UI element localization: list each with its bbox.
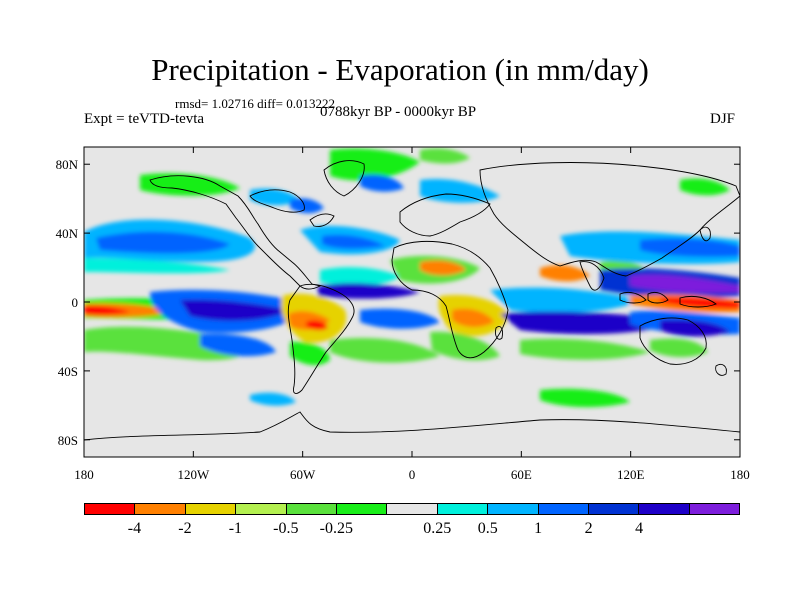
field-siberia [680, 178, 730, 196]
field-southern-ocean-green [540, 388, 630, 408]
coast-europe [399, 193, 491, 237]
field-north-pacific-inner [96, 231, 230, 254]
x-tick-label: 60W [290, 467, 316, 482]
field-nw-pacific-core [640, 238, 740, 257]
coast-africa [391, 240, 509, 359]
field-arctic-green [420, 148, 470, 164]
field-canada-wet [250, 188, 300, 206]
x-tick-label: 120W [177, 467, 210, 482]
colorbar-level-label: 2 [584, 520, 593, 537]
y-tick-label: 0 [72, 295, 79, 310]
coast-japan [699, 226, 711, 242]
experiment-label: Expt = teVTD-tevta [84, 111, 205, 127]
plot-title: Precipitation - Evaporation (in mm/day) [151, 52, 649, 87]
coast-south-america [287, 283, 355, 394]
colorbar-level-label: -2 [178, 520, 192, 537]
field-australia-south [650, 338, 708, 358]
field-atlantic-subtropics [320, 267, 400, 286]
colorbar-swatch [639, 504, 690, 514]
field-north-atlantic-core [322, 234, 385, 249]
field-south-pacific-core [180, 299, 290, 321]
colorbar-swatch [85, 504, 136, 514]
field-amazon-dry-peak [306, 320, 328, 331]
coast-antarctica [84, 411, 740, 441]
field-north-pacific-edge [84, 258, 230, 274]
coast-greenland [323, 160, 365, 197]
colorbar-swatch [185, 504, 237, 514]
colorbar [84, 503, 740, 515]
x-tick-label: 180 [730, 467, 750, 482]
colorbar-swatch [286, 504, 337, 514]
field-warm-pool-peak [630, 274, 740, 293]
x-tick-label: 0 [409, 467, 416, 482]
coast-north-america [149, 175, 322, 290]
field-south-america-south [290, 341, 330, 366]
field-indian-north [490, 287, 640, 313]
field-central-africa-core [452, 308, 494, 328]
field-iceland [360, 174, 404, 192]
coast-sumatra [619, 291, 647, 304]
y-tick-label: 40S [58, 364, 78, 379]
coast-eurasia [479, 162, 740, 277]
colorbar-swatch [488, 504, 539, 514]
colorbar-level-label: -0.5 [273, 520, 299, 537]
colorbar-level-label: 4 [635, 520, 644, 537]
coast-madagascar [495, 326, 503, 340]
y-tick-label: 40N [56, 226, 79, 241]
colorbar-swatch [588, 504, 640, 514]
colorbar-swatch [387, 504, 438, 514]
field-indian-south [520, 338, 650, 360]
coast-labrador [309, 213, 335, 227]
colorbar-level-label: -0.25 [319, 520, 353, 537]
season-label: DJF [710, 111, 736, 127]
field-greenland-sea [330, 148, 420, 181]
coast-australia [639, 317, 707, 365]
colorbar-swatch [538, 504, 589, 514]
coast-new-zealand [715, 363, 727, 376]
colorbar-level-label: 1 [534, 520, 543, 537]
field-drake-passage [250, 392, 296, 406]
colorbar-level-label: -1 [228, 520, 243, 537]
x-tick-label: 60E [511, 467, 532, 482]
field-arabia-dry [540, 265, 590, 282]
coast-india [579, 261, 605, 291]
field-europe-wet [420, 178, 500, 203]
field-south-atlantic-green [330, 337, 440, 363]
field-pacific-dry-core [84, 305, 130, 315]
coastlines [84, 160, 740, 441]
period-label: 0788kyr BP - 0000kyr BP [320, 104, 477, 120]
field-hudson [290, 198, 324, 214]
precip-field [84, 148, 740, 408]
stats-text: rmsd= 1.02716 diff= 0.013222 [175, 96, 335, 111]
x-tick-label: 120E [617, 467, 645, 482]
x-tick-label: 180 [74, 467, 94, 482]
colorbar-level-label: 0.5 [477, 520, 498, 537]
colorbar-swatch [689, 504, 740, 514]
axis-ticks: 180 120W 60W 0 60E 120E 180 80N 40N 0 40S 80S [56, 147, 750, 482]
colorbar-swatch [437, 504, 489, 514]
colorbar-swatch [336, 504, 388, 514]
field-australia-core [660, 319, 730, 337]
colorbar-swatch [236, 504, 287, 514]
y-tick-label: 80S [58, 433, 78, 448]
coast-hudson-bay [249, 189, 305, 213]
colorbar-level-label: -4 [127, 520, 142, 537]
field-alaska [140, 173, 240, 196]
coast-new-guinea [679, 295, 717, 308]
field-south-atlantic-wet [360, 308, 440, 329]
field-sahel-dry [420, 260, 466, 276]
colorbar-swatch [135, 504, 186, 514]
y-tick-label: 80N [56, 157, 79, 172]
colorbar-level-label: 0.25 [423, 520, 452, 537]
coast-borneo [647, 291, 669, 304]
field-south-east-pacific [200, 333, 276, 357]
